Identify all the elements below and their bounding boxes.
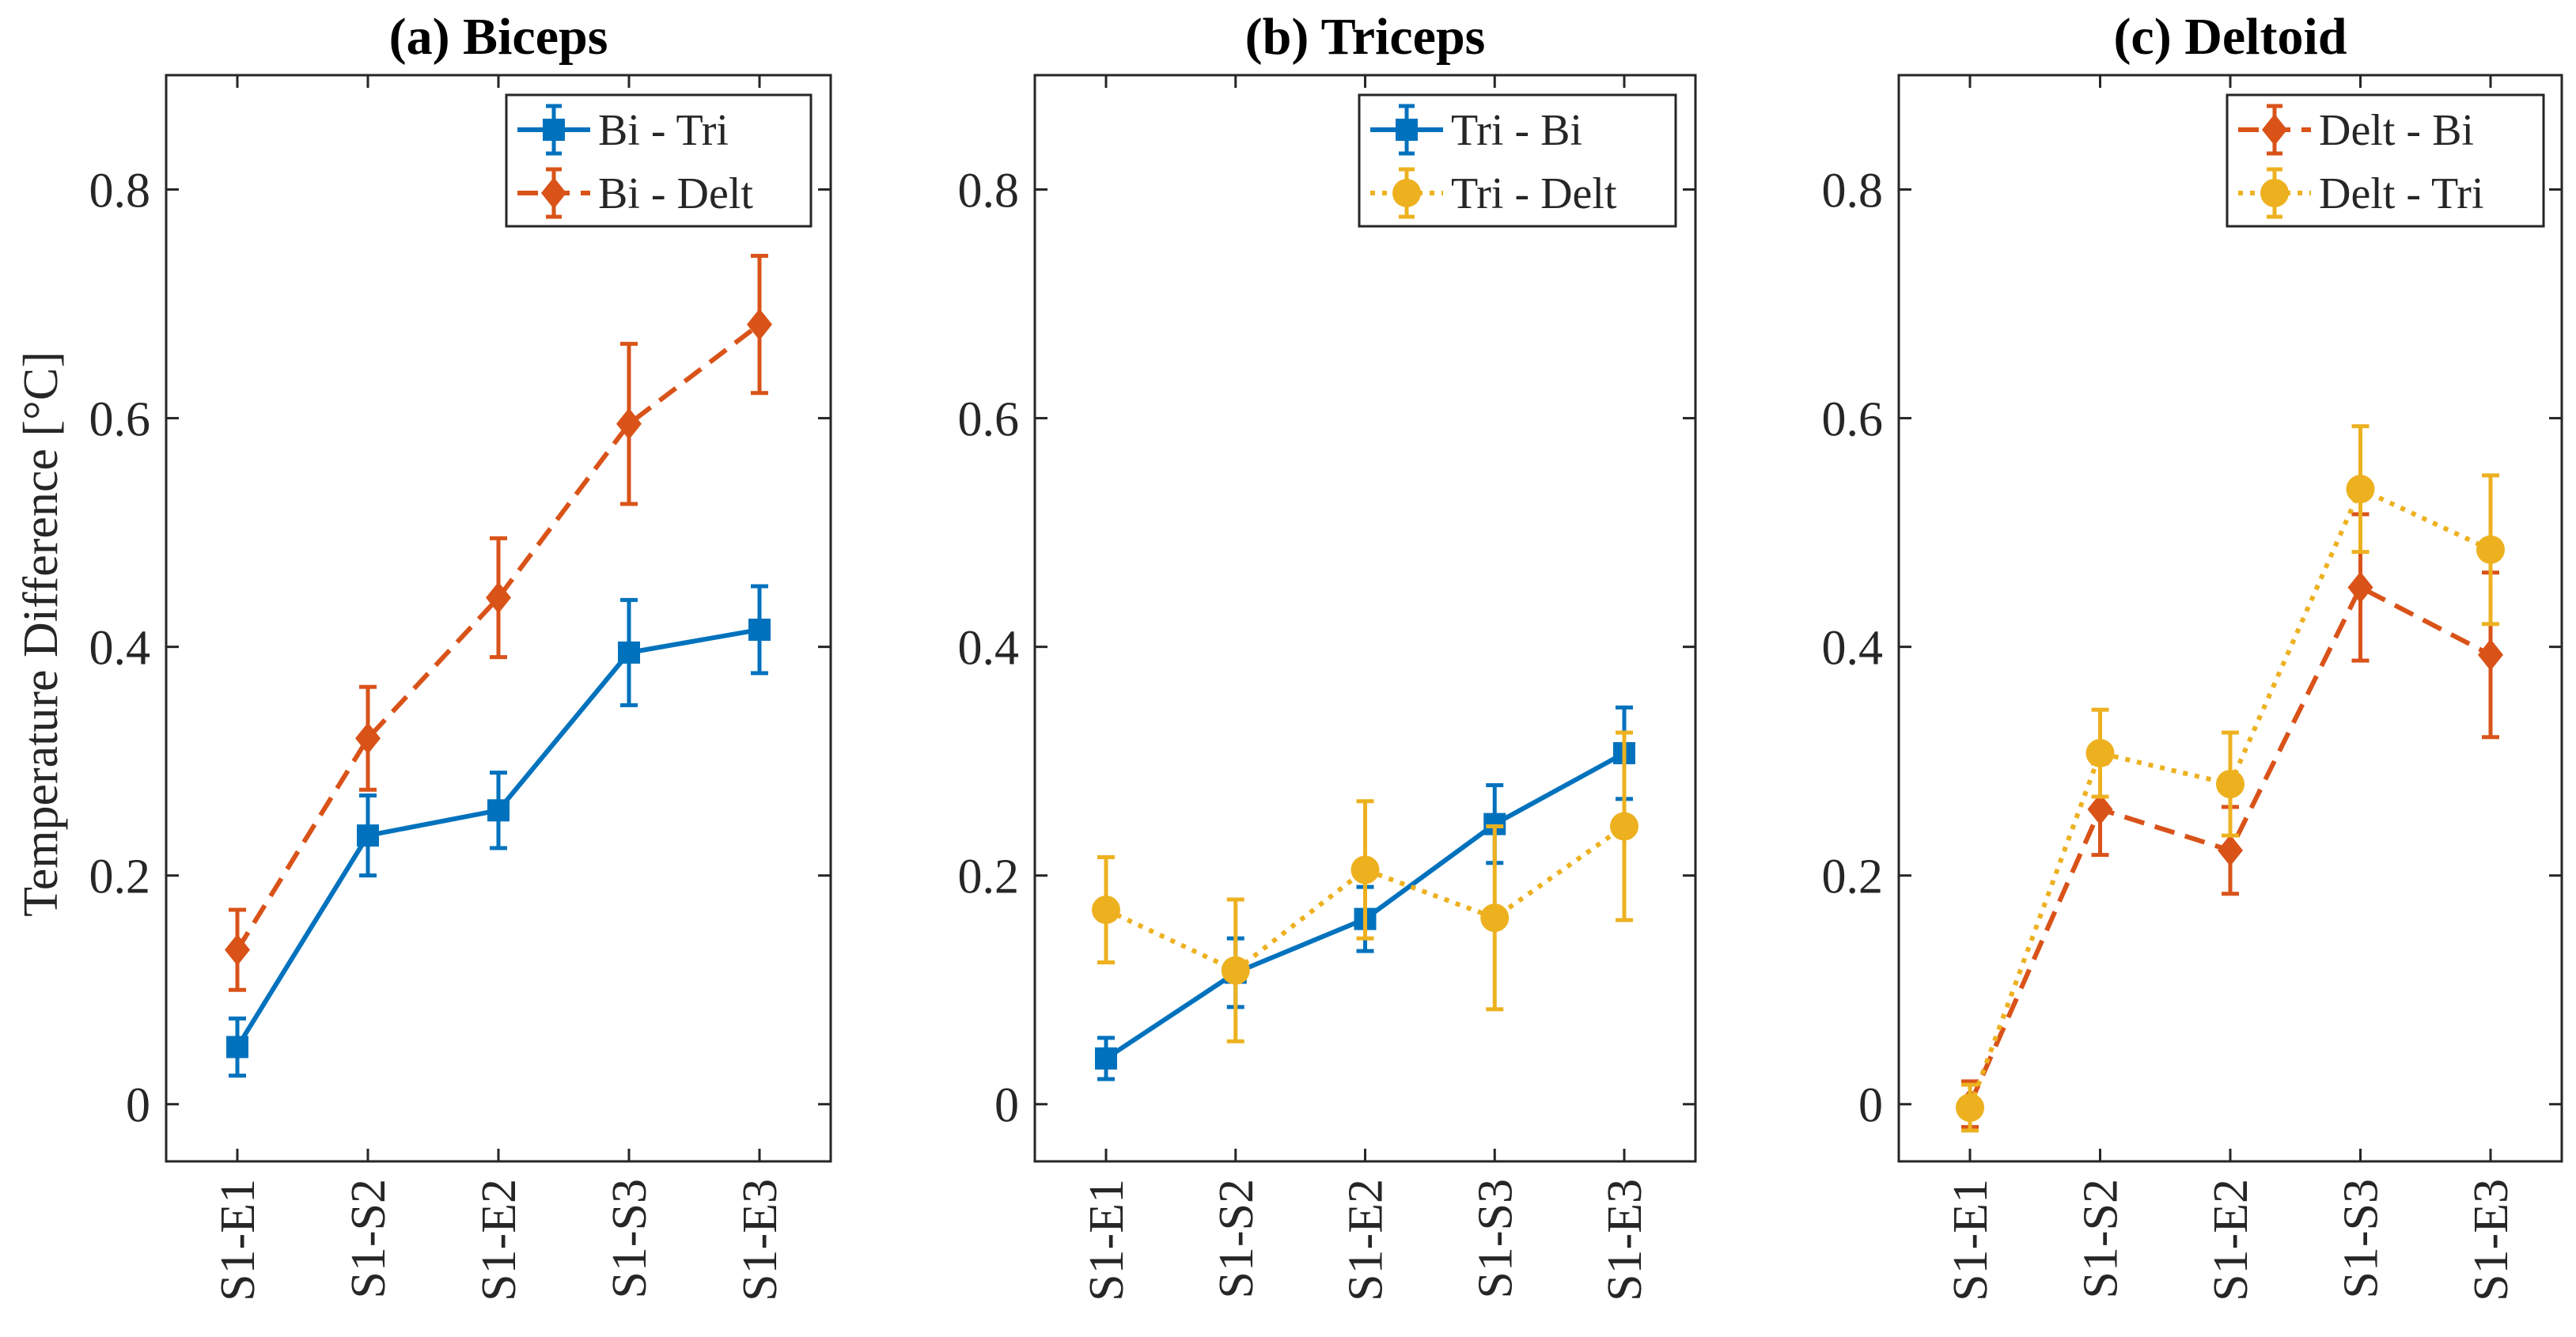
x-tick-label: S1-E2 — [2204, 1179, 2258, 1301]
legend-label: Tri - Bi — [1451, 106, 1582, 155]
data-point — [2216, 770, 2245, 799]
legend-marker — [1396, 119, 1418, 141]
data-point — [487, 799, 510, 822]
y-tick-label: 0.6 — [89, 393, 151, 447]
legend-label: Bi - Delt — [598, 169, 753, 218]
legend-label: Bi - Tri — [598, 106, 729, 155]
data-point — [2218, 834, 2243, 866]
data-point — [226, 1036, 248, 1059]
legend-label: Delt - Tri — [2319, 169, 2484, 218]
x-tick-label: S1-E3 — [1598, 1179, 1652, 1301]
legend-marker — [2262, 114, 2287, 146]
panel-title: (c) Deltoid — [2113, 8, 2347, 66]
x-tick-label: S1-E1 — [1944, 1179, 1998, 1301]
y-tick-label: 0.8 — [89, 165, 151, 218]
data-point — [2087, 793, 2113, 825]
y-tick-label: 0 — [994, 1079, 1019, 1133]
panel-title: (a) Biceps — [389, 8, 608, 66]
data-point — [618, 641, 640, 664]
data-point — [2478, 638, 2503, 671]
x-tick-label: S1-E2 — [472, 1179, 526, 1301]
y-tick-label: 0 — [1858, 1079, 1883, 1133]
y-tick-label: 0.8 — [958, 165, 1020, 218]
data-point — [1095, 1047, 1117, 1070]
y-tick-label: 0.6 — [958, 393, 1020, 447]
series-2 — [225, 253, 772, 992]
x-tick-label: S1-S2 — [2074, 1179, 2128, 1299]
data-point — [1610, 812, 1638, 841]
data-point — [2085, 739, 2115, 768]
panel-1: 0 0.2 0.4 0.6 0.8 S1-E1 S1-S2 S1-E2 S1-S3 S1-E3 (a… — [14, 8, 832, 1301]
series-2 — [1956, 424, 2505, 1133]
legend: Delt - Bi Delt - Tri — [2226, 93, 2545, 228]
series-1 — [226, 584, 771, 1078]
data-point — [1480, 903, 1510, 933]
series-line — [1104, 824, 1626, 974]
legend: Tri - Bi Tri - Delt — [1358, 93, 1677, 228]
data-point — [357, 824, 379, 847]
x-tick-label: S1-E1 — [211, 1179, 265, 1301]
x-tick-label: S1-E3 — [733, 1179, 787, 1301]
x-tick-label: S1-S2 — [1210, 1179, 1263, 1299]
data-point — [1351, 855, 1380, 884]
x-tick-label: S1-E2 — [1339, 1179, 1393, 1301]
data-point — [225, 934, 250, 966]
panel-3: 0 0.2 0.4 0.6 0.8 S1-E1 S1-S2 S1-E2 S1-S3 S1-E3 (c… — [1822, 8, 2563, 1301]
y-tick-label: 0.4 — [89, 622, 151, 676]
y-tick-label: 0.6 — [1822, 393, 1884, 447]
legend-label: Delt - Bi — [2319, 106, 2474, 155]
y-tick-label: 0.4 — [958, 622, 1020, 676]
y-tick-label: 0 — [126, 1079, 150, 1133]
series-2 — [1092, 730, 1638, 1043]
data-point — [748, 618, 771, 641]
x-tick-label: S1-S2 — [342, 1179, 396, 1299]
series-line — [235, 322, 761, 952]
data-point — [616, 407, 642, 440]
y-tick-label: 0.2 — [89, 850, 151, 904]
x-tick-label: S1-S3 — [603, 1179, 657, 1299]
data-point — [1092, 896, 1120, 925]
axes-frame — [1897, 74, 2563, 1163]
x-tick-label: S1-E1 — [1080, 1179, 1134, 1301]
legend-marker — [541, 177, 566, 209]
data-point — [486, 581, 511, 614]
data-point — [2476, 535, 2505, 564]
data-point — [747, 309, 772, 341]
y-tick-label: 0.8 — [1822, 165, 1884, 218]
x-tick-label: S1-S3 — [1468, 1179, 1522, 1299]
data-point — [2347, 571, 2373, 604]
legend-marker — [2260, 179, 2289, 207]
data-point — [2346, 475, 2375, 504]
legend-label: Tri - Delt — [1451, 169, 1617, 218]
x-tick-label: S1-E3 — [2464, 1179, 2518, 1301]
panel-2: 0 0.2 0.4 0.6 0.8 S1-E1 S1-S2 S1-E2 S1-S3 S1-E3 (b… — [958, 8, 1697, 1301]
y-axis-label: Temperature Difference [°C] — [14, 351, 68, 917]
data-point — [1221, 956, 1250, 985]
data-point — [355, 722, 381, 755]
legend-marker — [543, 119, 565, 141]
axes-frame — [1033, 74, 1697, 1163]
y-tick-label: 0.2 — [1822, 850, 1884, 904]
x-tick-label: S1-S3 — [2335, 1179, 2388, 1299]
data-point — [1956, 1093, 1984, 1123]
y-tick-label: 0.2 — [958, 850, 1020, 904]
panel-title: (b) Triceps — [1245, 8, 1486, 66]
legend: Bi - Tri Bi - Delt — [505, 93, 813, 228]
legend-marker — [1392, 179, 1421, 207]
y-tick-label: 0.4 — [1822, 622, 1884, 676]
